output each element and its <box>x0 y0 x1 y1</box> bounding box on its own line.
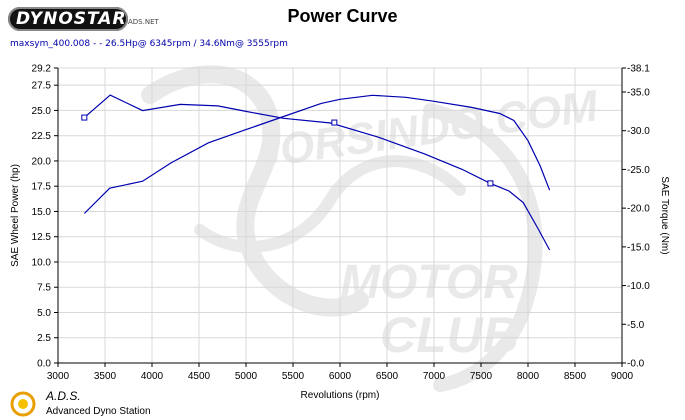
curve-marker <box>331 119 338 126</box>
power-curve <box>83 94 551 214</box>
y-tick-label: 2.5 <box>37 333 51 344</box>
x-tick-label: 6500 <box>376 371 399 382</box>
ads-footer: A.D.S. Advanced Dyno Station <box>8 389 178 419</box>
chart-labels: 3000 3500 4000 4500 5000 5500 6000 6500 7000 7500… <box>10 64 670 402</box>
watermark-swirl <box>423 103 543 392</box>
y-tick-label: 10.0 <box>32 257 52 268</box>
y2-axis-label: SAE Torque (Nm) <box>659 176 670 254</box>
curve-marker <box>81 114 88 121</box>
x-tick-label: 8000 <box>517 371 540 382</box>
ads-subtitle: Advanced Dyno Station <box>46 406 151 417</box>
logo-subtext: ADS.NET <box>128 18 159 26</box>
ads-title: A.D.S. <box>46 389 81 403</box>
watermark-text: CLUB <box>380 307 519 363</box>
x-tick-label: 7000 <box>423 371 446 382</box>
y-tick-label: 22.5 <box>32 131 52 142</box>
curve-marker <box>487 180 494 187</box>
dynostar-logo: DYNOSTAR <box>8 7 128 31</box>
y-tick-label: 17.5 <box>32 182 52 193</box>
x-tick-label: 8500 <box>564 371 587 382</box>
torque-curve <box>83 94 551 251</box>
x-tick-label: 5500 <box>282 371 305 382</box>
x-tick-label: 5000 <box>235 371 258 382</box>
y2-tick-label: -25.0 <box>627 165 650 176</box>
y2-tick-label: -38.1 <box>627 64 650 75</box>
y-tick-label: 15.0 <box>32 207 52 218</box>
chart-series <box>81 94 551 251</box>
y2-tick-label: -20.0 <box>627 204 650 215</box>
y-axis-label: SAE Wheel Power (hp) <box>10 164 21 267</box>
y-tick-label: 7.5 <box>37 283 51 294</box>
chart-axes <box>54 67 626 367</box>
logo-text: DYNOSTAR <box>16 9 127 29</box>
watermark-text: MOTOR <box>340 256 518 309</box>
y2-tick-label: -10.0 <box>627 281 650 292</box>
y-tick-label: 29.2 <box>32 64 52 75</box>
chart-title: Power Curve <box>287 6 398 26</box>
watermark-swirl <box>194 155 466 253</box>
y-tick-label: 27.5 <box>32 81 52 92</box>
x-tick-label: 6000 <box>329 371 352 382</box>
y-tick-label: 5.0 <box>37 308 51 319</box>
y-tick-label: 12.5 <box>32 232 52 243</box>
watermark-swirl <box>141 65 369 317</box>
chart-subtitle: maxsym_400.008 - - 26.5Hp@ 6345rpm / 34.… <box>10 39 288 49</box>
y2-tick-label: -0.0 <box>627 359 645 370</box>
y-tick-label: 20.0 <box>32 156 52 167</box>
y2-tick-label: -30.0 <box>627 126 650 137</box>
y-tick-label: 25.0 <box>32 106 52 117</box>
x-tick-label: 3000 <box>47 371 70 382</box>
x-axis-label: Revolutions (rpm) <box>301 390 380 401</box>
ads-logo-icon <box>10 391 36 417</box>
x-tick-label: 4500 <box>188 371 211 382</box>
y2-tick-label: -35.0 <box>627 88 650 99</box>
y2-tick-label: -15.0 <box>627 242 650 253</box>
x-tick-label: 3500 <box>94 371 117 382</box>
x-tick-label: 7500 <box>470 371 493 382</box>
y2-tick-label: -5.0 <box>627 320 645 331</box>
x-tick-label: 4000 <box>141 371 164 382</box>
y-tick-label: 0.0 <box>37 359 51 370</box>
x-tick-label: 9000 <box>611 371 634 382</box>
